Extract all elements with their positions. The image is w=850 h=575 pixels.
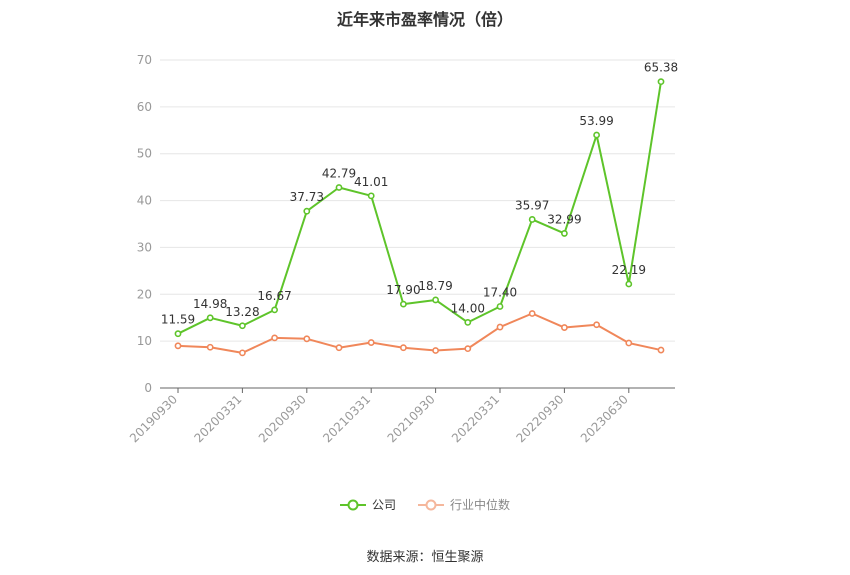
x-tick-label: 20190930 [127, 392, 180, 445]
x-tick-label: 20220930 [513, 392, 566, 445]
y-tick-label: 50 [137, 147, 152, 161]
data-point [593, 131, 600, 139]
x-tick-label: 20230630 [578, 392, 631, 445]
data-label: 11.59 [161, 313, 195, 327]
legend-industry-marker-icon [418, 499, 444, 510]
data-point [238, 349, 246, 357]
y-tick-label: 0 [144, 381, 152, 395]
data-label: 35.97 [515, 198, 549, 212]
data-point [399, 344, 407, 352]
data-label: 32.99 [547, 212, 581, 226]
data-label: 13.28 [225, 305, 259, 319]
data-point [432, 347, 439, 354]
data-point [561, 230, 568, 237]
data-point [496, 323, 504, 331]
data-point [174, 342, 182, 350]
data-point [496, 303, 504, 310]
data-point [625, 280, 633, 288]
data-label: 42.79 [322, 166, 356, 180]
data-label: 22.19 [612, 263, 646, 277]
legend-label-industry: 行业中位数 [450, 498, 511, 512]
data-point [657, 346, 665, 354]
legend-item-industry[interactable]: 行业中位数 [418, 496, 510, 513]
data-point [464, 318, 472, 326]
data-point [238, 322, 246, 330]
data-label: 37.73 [290, 190, 324, 204]
data-point [432, 296, 439, 304]
data-label: 18.79 [418, 279, 452, 293]
data-point [528, 216, 536, 223]
x-tick-label: 20210331 [320, 392, 373, 445]
data-point [335, 344, 343, 352]
data-label: 14.98 [193, 297, 227, 311]
data-point [399, 300, 407, 308]
source-note: 数据来源：恒生聚源 [366, 550, 484, 565]
x-tick-label: 20200930 [256, 392, 309, 445]
legend-label-company: 公司 [371, 498, 396, 512]
y-tick-label: 60 [137, 100, 152, 114]
x-tick-label: 20200331 [191, 392, 244, 445]
data-label: 53.99 [579, 114, 613, 128]
data-label: 41.01 [354, 175, 388, 189]
data-label: 14.00 [451, 301, 485, 315]
chart-title: 近年来市盈率情况（倍） [336, 10, 513, 29]
data-label: 17.90 [386, 283, 420, 297]
data-point [593, 321, 600, 329]
data-label: 65.38 [644, 61, 678, 75]
series-layer [174, 78, 665, 357]
legend-company-marker-icon [339, 499, 366, 510]
data-point [528, 310, 536, 317]
data-point [335, 184, 343, 191]
data-point [464, 345, 472, 353]
grid-layer [160, 59, 675, 342]
data-label: 16.67 [257, 289, 291, 303]
data-point [271, 306, 278, 314]
data-point [303, 335, 311, 343]
data-point [657, 78, 665, 86]
data-point [206, 343, 214, 351]
y-tick-label: 70 [137, 53, 152, 67]
y-tick-label: 40 [137, 194, 152, 208]
data-point [206, 314, 214, 322]
y-tick-label: 30 [137, 240, 152, 254]
data-point [561, 324, 568, 331]
data-point [625, 339, 633, 347]
data-point [367, 339, 375, 346]
data-point [174, 330, 182, 338]
series-line-0 [177, 81, 662, 335]
legend: 公司 行业中位数 [0, 496, 850, 513]
legend-item-company[interactable]: 公司 [339, 496, 396, 513]
data-point [271, 334, 278, 342]
x-tick-label: 20210930 [385, 392, 438, 445]
series-line-1 [177, 312, 662, 354]
y-tick-label: 20 [137, 287, 152, 301]
data-point [367, 192, 375, 200]
x-tick-label: 20220331 [449, 392, 502, 445]
data-point [303, 207, 311, 215]
y-tick-label: 10 [137, 334, 152, 348]
data-label: 17.40 [483, 285, 517, 299]
